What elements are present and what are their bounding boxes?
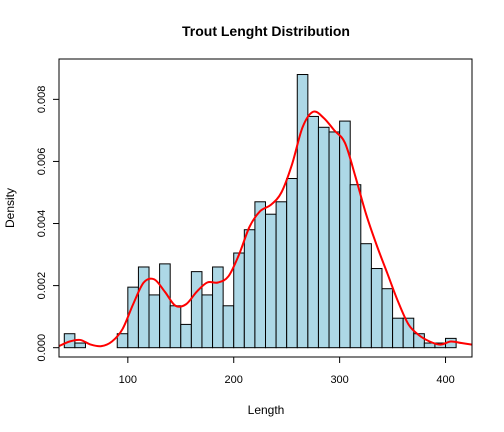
histogram-bar-25 [328,131,341,349]
y-tick-label-2: 0.004 [36,210,48,238]
histogram-bar-1 [74,342,86,349]
histogram-bar-30 [381,288,394,349]
histogram-bar-29 [370,268,383,349]
histogram-bar-14 [212,266,224,349]
plot-frame [58,58,473,358]
x-axis: 100 200 300 400 [119,357,455,386]
histogram-bar-32 [402,317,415,349]
x-axis-label: Length [248,403,285,417]
histogram-bar-20 [275,201,288,349]
histogram-bar-15 [222,305,235,349]
histogram-bar-19 [265,213,277,349]
histogram-bar-8 [148,294,161,349]
x-tick-label-0: 100 [119,374,137,386]
histogram-bar-12 [190,271,203,349]
histogram-bar-33 [413,333,425,349]
density-curve [58,110,473,348]
histogram-bar-10 [169,305,182,349]
histogram-bar-22 [296,74,309,349]
histogram-bar-31 [392,317,404,349]
y-axis-label: Density [3,188,17,228]
histogram-bar-23 [307,115,319,349]
histogram-bar-16 [233,252,245,349]
histogram-bar-28 [360,243,372,349]
y-axis: 0.000 0.002 0.004 0.006 0.008 [36,86,59,362]
y-tick-label-4: 0.008 [36,86,48,114]
histogram-bar-11 [180,323,192,349]
histogram-bar-24 [317,126,330,349]
histogram-bar-9 [159,263,171,349]
x-tick-label-2: 300 [330,374,348,386]
histogram-bar-18 [254,201,267,349]
histogram-bar-27 [349,184,362,349]
y-tick-label-1: 0.002 [36,272,48,300]
y-tick-label-0: 0.000 [36,334,48,362]
x-tick-label-1: 200 [225,374,243,386]
chart-title: Trout Lenght Distribution [182,23,350,39]
y-tick-label-3: 0.006 [36,148,48,176]
histogram-bar-17 [243,229,256,349]
histogram-bar-13 [201,294,214,349]
x-tick-label-3: 400 [436,374,454,386]
histogram-bar-21 [286,178,298,349]
